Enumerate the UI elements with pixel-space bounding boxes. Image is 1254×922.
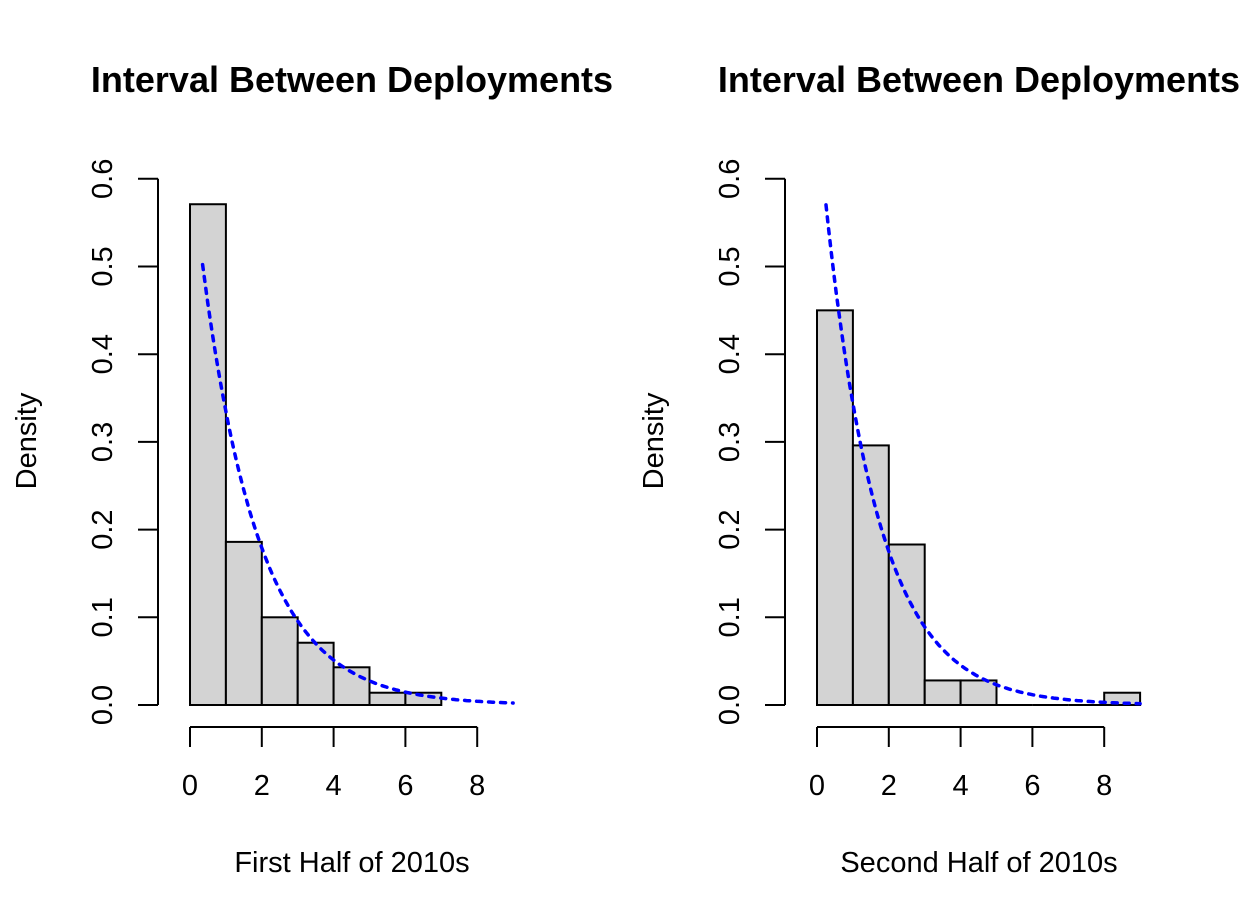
panel-2-x-tick-label: 2 — [881, 770, 897, 802]
panel-1-y-tick-label: 0.4 — [87, 334, 119, 374]
panel-2-bar-5 — [959, 679, 998, 706]
panel-1-x-tick-label: 0 — [182, 770, 198, 802]
panel-1-x-axis: 0 2 4 6 8 — [182, 726, 485, 802]
panel-first-half: Interval Between Deployments First Half … — [11, 59, 613, 879]
panel-2-density-curve — [824, 203, 1142, 706]
panel-1-y-tick-label: 0.1 — [87, 597, 119, 637]
panel-2-y-tick-label: 0.1 — [714, 597, 746, 637]
panel-2-x-axis: 0 2 4 6 8 — [809, 726, 1112, 802]
panel-1-y-tick-label: 0.6 — [87, 159, 119, 199]
panel-1-bar-6 — [368, 691, 407, 706]
panel-2-x-tick-label: 0 — [809, 770, 825, 802]
panel-1-density-curve-group — [200, 262, 515, 705]
panel-2-y-tick-label: 0.4 — [714, 334, 746, 374]
panel-1-bar-3 — [260, 616, 299, 706]
panel-2-bar-1 — [816, 309, 854, 706]
panel-1-y-tick-label: 0.3 — [87, 422, 119, 462]
panel-1-bar-1 — [189, 203, 227, 706]
panel-1-y-tick-label: 0.0 — [87, 685, 119, 725]
panel-2-y-tick-label: 0.0 — [714, 685, 746, 725]
panel-2-bars — [816, 309, 1142, 706]
panel-1-bars — [189, 203, 443, 706]
panel-2-x-tick-label: 4 — [953, 770, 969, 802]
panel-2-y-tick-label: 0.3 — [714, 422, 746, 462]
panel-2-title: Interval Between Deployments — [718, 59, 1240, 100]
panel-1-y-tick-label: 0.5 — [87, 246, 119, 286]
panel-1-density-curve — [200, 262, 515, 705]
panel-1-x-tick-label: 2 — [254, 770, 270, 802]
panel-2-x-axis-label: Second Half of 2010s — [840, 847, 1117, 879]
panel-1-x-tick-label: 4 — [326, 770, 342, 802]
panel-1-bar-4 — [296, 641, 335, 706]
panel-2-bar-4 — [923, 679, 962, 706]
panel-1-x-tick-label: 6 — [397, 770, 413, 802]
panel-1-y-tick-label: 0.2 — [87, 509, 119, 549]
panel-2-y-axis: 0.0 0.1 0.2 0.3 0.4 0.5 0.6 — [714, 159, 786, 725]
panel-2-x-tick-label: 6 — [1024, 770, 1040, 802]
panel-2-bar-2 — [851, 444, 890, 706]
panel-2-x-tick-label: 8 — [1096, 770, 1112, 802]
panel-2-y-tick-label: 0.5 — [714, 246, 746, 286]
panel-1-x-axis-label: First Half of 2010s — [234, 847, 469, 879]
panel-1-title: Interval Between Deployments — [91, 59, 613, 100]
panel-1-bar-2 — [224, 540, 263, 706]
panel-1-y-axis-label: Density — [11, 392, 43, 489]
panel-2-y-axis-label: Density — [638, 392, 670, 489]
panel-1-y-axis: 0.0 0.1 0.2 0.3 0.4 0.5 0.6 — [87, 159, 159, 725]
panel-1-x-tick-label: 8 — [469, 770, 485, 802]
panel-2-density-curve-group — [824, 203, 1142, 706]
panel-2-y-tick-label: 0.2 — [714, 509, 746, 549]
panel-2-y-tick-label: 0.6 — [714, 159, 746, 199]
panel-second-half: Interval Between Deployments Second Half… — [638, 59, 1240, 879]
